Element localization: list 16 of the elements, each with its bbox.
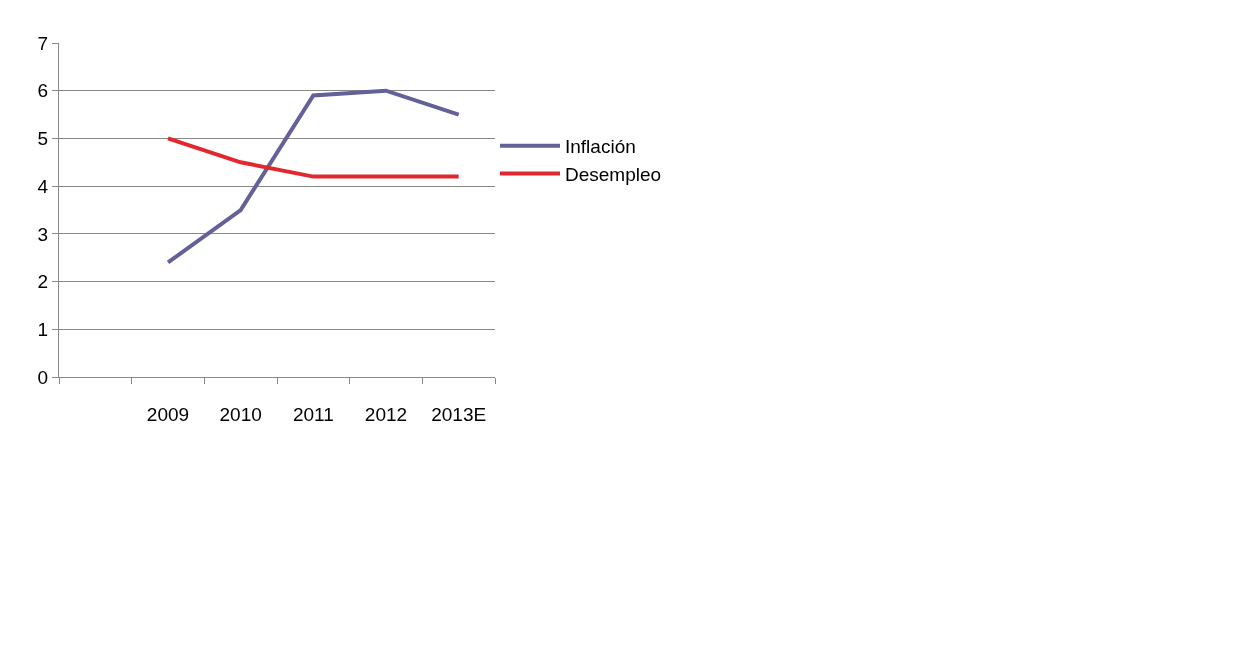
y-tick-label: 5 [37,128,49,150]
y-tick-label: 3 [37,223,49,245]
x-tick-label: 2013E [431,403,487,425]
x-tick-label: 2011 [292,403,334,425]
y-tick-label: 6 [37,80,49,102]
x-tick-label: 2010 [219,403,262,425]
y-tick-label: 0 [37,366,49,388]
line-series [166,88,461,265]
y-tick-label: 4 [37,175,49,197]
y-tick-label: 1 [37,318,49,340]
x-tick-label: 2012 [364,403,408,425]
legend-label: Desempleo [565,163,662,185]
x-tick-label: 2009 [146,403,190,425]
y-tick-label: 7 [37,32,49,54]
y-tick-label: 2 [37,271,49,293]
legend-label: Inflación [565,136,636,158]
